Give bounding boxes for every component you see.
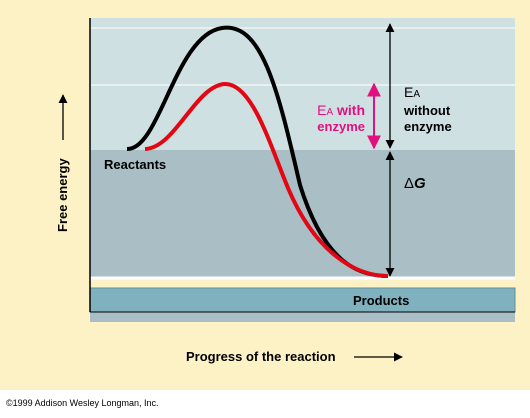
upper-energy-band (90, 18, 515, 150)
y-axis-title-group: Free energy (55, 158, 70, 232)
ea-with-enzyme-label: EA with (317, 102, 365, 118)
curve-with-enzyme (144, 81, 389, 278)
ea-with-enzyme-label-line2: enzyme (317, 119, 365, 134)
x-axis-title: Progress of the reaction (186, 349, 336, 364)
delta-g-label: ΔG (404, 175, 426, 192)
products-band-shadow (90, 312, 515, 322)
copyright-text: ©1999 Addison Wesley Longman, Inc. (6, 398, 159, 408)
ea-without-enzyme-label-line2: without (403, 103, 451, 118)
products-label: Products (353, 293, 409, 308)
ea-without-enzyme-label: EA (404, 84, 420, 100)
ea-without-enzyme-label-line3: enzyme (404, 119, 452, 134)
y-axis-title: Free energy (55, 158, 70, 232)
reactants-label: Reactants (104, 157, 166, 172)
products-band (89, 287, 516, 313)
